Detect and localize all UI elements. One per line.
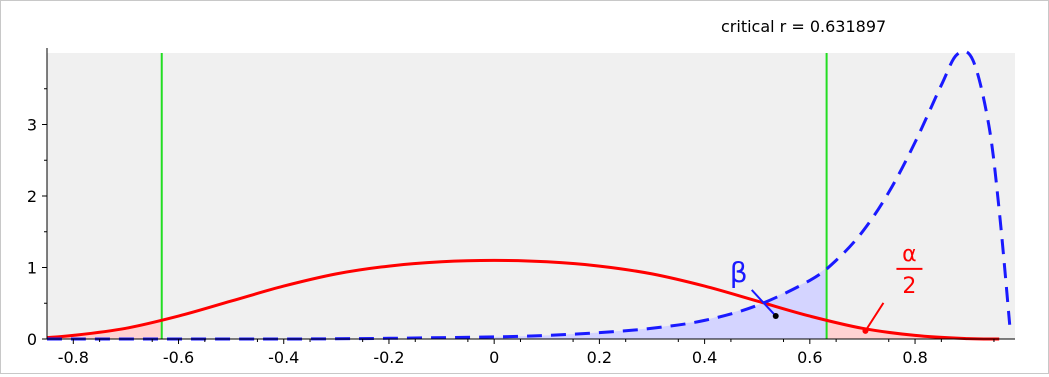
x-tick-label: -0.6: [163, 348, 194, 367]
y-tick-label: 1: [27, 259, 37, 278]
beta-label: β: [730, 256, 748, 289]
beta-pointer: [751, 289, 777, 317]
beta-pointer-dot: [772, 312, 779, 319]
x-tick-label: -0.2: [373, 348, 404, 367]
alpha-denominator: 2: [902, 274, 916, 299]
alpha-pointer: [864, 302, 885, 332]
x-tick-label: 0.8: [902, 348, 927, 367]
beta-area: [494, 267, 827, 339]
alpha-numerator: α: [902, 242, 917, 267]
alternative-distribution-curve: [46, 49, 1012, 341]
x-tick-label: 0.2: [587, 348, 612, 367]
x-tick-label: 0.6: [797, 348, 822, 367]
alpha-pointer-dot: [862, 327, 869, 334]
alpha-left-area: [47, 320, 162, 339]
y-tick-label: 3: [27, 116, 37, 135]
alpha-right-area: [826, 320, 1005, 339]
x-tick-label: 0: [489, 348, 499, 367]
y-tick-label: 2: [27, 187, 37, 206]
x-tick-label: -0.8: [58, 348, 89, 367]
y-tick-label: 0: [27, 330, 37, 349]
x-tick-label: 0.4: [692, 348, 717, 367]
x-tick-label: -0.4: [268, 348, 299, 367]
null-distribution-curve: [46, 258, 1000, 341]
critical-r-label: critical r = 0.631897: [721, 17, 886, 36]
plot-area: [47, 53, 1015, 339]
